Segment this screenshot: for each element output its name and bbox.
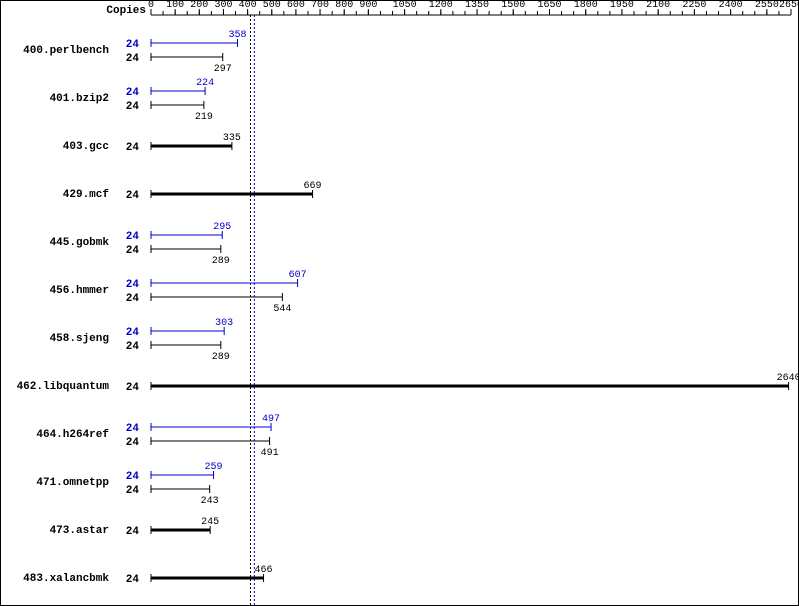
svg-text:700: 700 (311, 1, 329, 11)
svg-text:0: 0 (148, 1, 154, 11)
svg-text:473.astar: 473.astar (50, 525, 109, 537)
spec-chart: 0 100 200 300 400 500 600 700 800 900 1050 1200 1350… (0, 0, 799, 606)
svg-text:200: 200 (190, 1, 208, 11)
svg-text:2250: 2250 (682, 1, 706, 11)
svg-text:464.h264ref: 464.h264ref (36, 429, 109, 441)
svg-text:2650: 2650 (779, 1, 798, 11)
svg-text:24: 24 (126, 87, 140, 99)
svg-text:24: 24 (126, 471, 140, 483)
svg-text:1950: 1950 (610, 1, 634, 11)
svg-text:24: 24 (126, 485, 140, 497)
svg-text:24: 24 (126, 574, 140, 586)
svg-text:Copies: Copies (106, 5, 146, 17)
svg-text:24: 24 (126, 382, 140, 394)
svg-text:1500: 1500 (501, 1, 525, 11)
svg-text:2100: 2100 (646, 1, 670, 11)
svg-text:900: 900 (359, 1, 377, 11)
svg-text:500: 500 (263, 1, 281, 11)
svg-text:24: 24 (126, 39, 140, 51)
svg-text:224: 224 (196, 78, 214, 89)
svg-text:483.xalancbmk: 483.xalancbmk (23, 573, 109, 585)
svg-text:24: 24 (126, 526, 140, 538)
svg-text:800: 800 (335, 1, 353, 11)
svg-text:491: 491 (261, 448, 279, 459)
svg-text:300: 300 (214, 1, 232, 11)
svg-text:1800: 1800 (574, 1, 598, 11)
svg-text:544: 544 (273, 304, 291, 315)
svg-text:24: 24 (126, 293, 140, 305)
svg-text:24: 24 (126, 231, 140, 243)
svg-text:24: 24 (126, 190, 140, 202)
svg-text:1650: 1650 (537, 1, 561, 11)
svg-text:295: 295 (213, 222, 231, 233)
svg-text:219: 219 (195, 112, 213, 123)
svg-text:1350: 1350 (465, 1, 489, 11)
chart-svg: 0 100 200 300 400 500 600 700 800 900 1050 1200 1350… (1, 1, 798, 605)
svg-text:259: 259 (205, 462, 223, 473)
svg-text:289: 289 (212, 256, 230, 267)
svg-text:401.bzip2: 401.bzip2 (50, 93, 109, 105)
svg-text:1200: 1200 (429, 1, 453, 11)
svg-text:456.hmmer: 456.hmmer (50, 285, 109, 297)
svg-text:445.gobmk: 445.gobmk (50, 237, 110, 249)
svg-text:335: 335 (223, 133, 241, 144)
svg-text:458.sjeng: 458.sjeng (50, 333, 109, 345)
svg-text:243: 243 (201, 496, 219, 507)
svg-text:400: 400 (239, 1, 257, 11)
svg-text:24: 24 (126, 245, 140, 257)
svg-text:607: 607 (289, 270, 307, 281)
svg-text:24: 24 (126, 327, 140, 339)
svg-text:289: 289 (212, 352, 230, 363)
svg-text:2400: 2400 (719, 1, 743, 11)
svg-text:2550: 2550 (755, 1, 779, 11)
svg-text:24: 24 (126, 53, 140, 65)
svg-text:24: 24 (126, 101, 140, 113)
svg-text:24: 24 (126, 279, 140, 291)
svg-text:100: 100 (166, 1, 184, 11)
svg-text:24: 24 (126, 341, 140, 353)
svg-text:669: 669 (304, 181, 322, 192)
svg-text:403.gcc: 403.gcc (63, 141, 109, 153)
svg-text:24: 24 (126, 437, 140, 449)
svg-text:24: 24 (126, 142, 140, 154)
svg-text:297: 297 (214, 64, 232, 75)
svg-text:600: 600 (287, 1, 305, 11)
svg-text:471.omnetpp: 471.omnetpp (36, 477, 109, 489)
svg-text:466: 466 (255, 565, 273, 576)
svg-text:400.perlbench: 400.perlbench (23, 45, 109, 57)
svg-text:2640: 2640 (777, 373, 798, 384)
svg-text:462.libquantum: 462.libquantum (17, 381, 110, 393)
svg-text:429.mcf: 429.mcf (63, 189, 110, 201)
svg-text:303: 303 (215, 318, 233, 329)
svg-text:497: 497 (262, 414, 280, 425)
svg-text:358: 358 (228, 30, 246, 41)
svg-text:245: 245 (201, 517, 219, 528)
svg-text:1050: 1050 (393, 1, 417, 11)
svg-text:24: 24 (126, 423, 140, 435)
